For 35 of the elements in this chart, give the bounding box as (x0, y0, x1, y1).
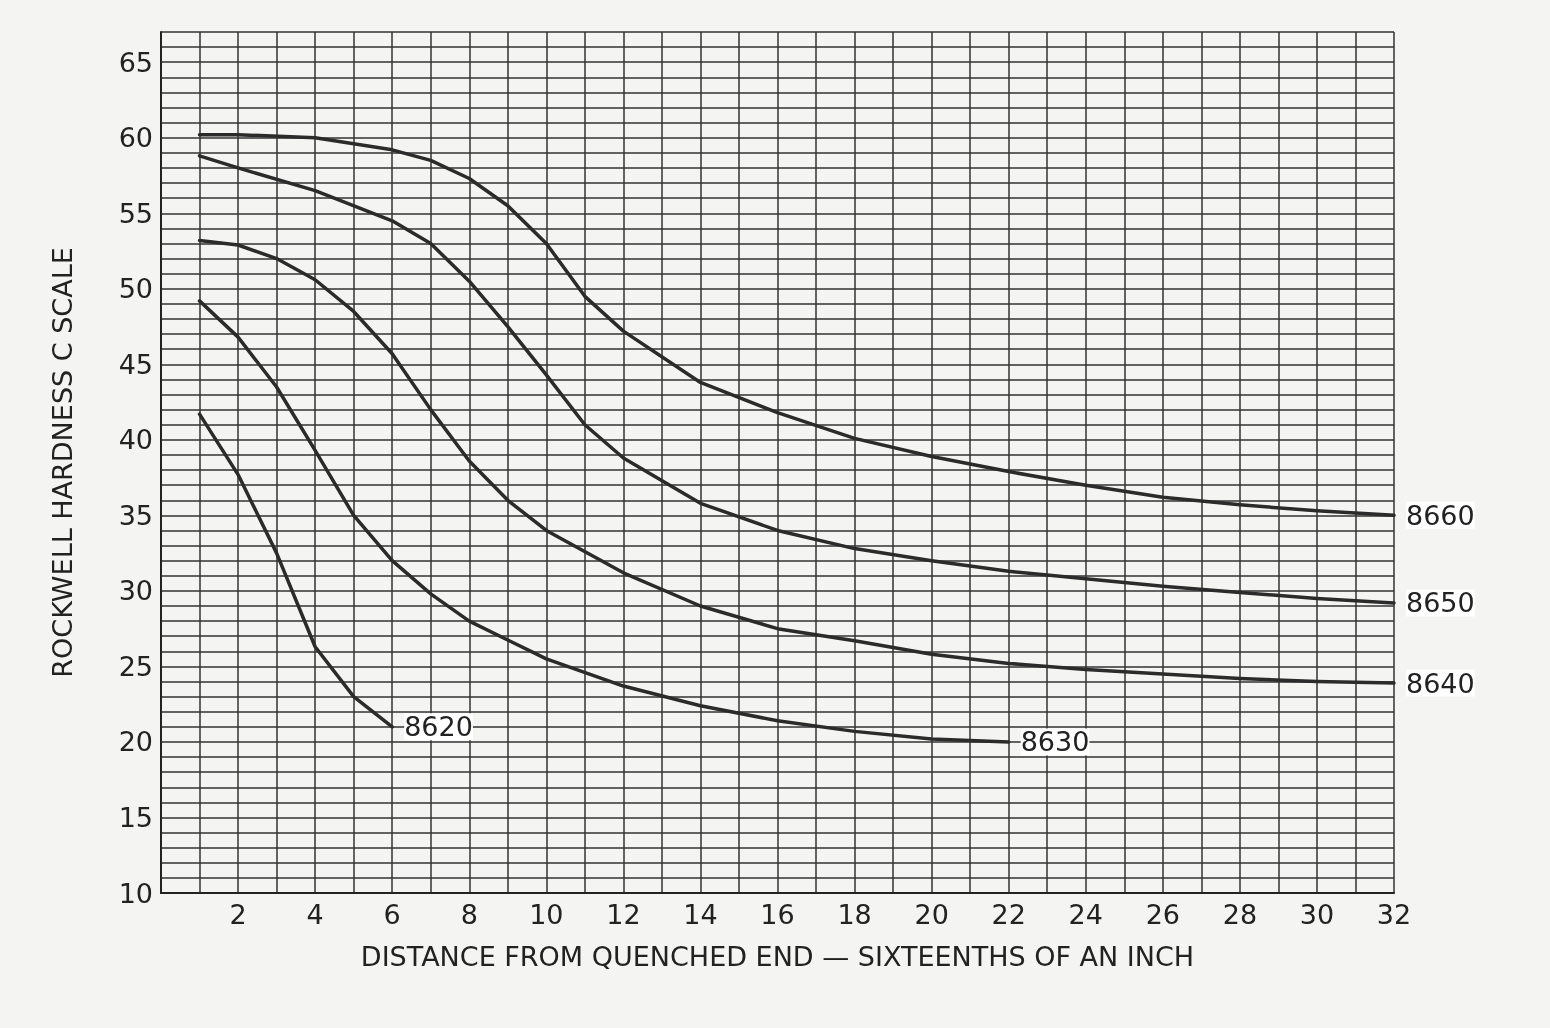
series-label: 8620 (404, 711, 473, 743)
x-tick-label: 32 (1376, 899, 1412, 930)
y-tick-label: 35 (118, 499, 153, 531)
y-tick-label: 30 (118, 575, 153, 607)
x-tick-label: 20 (914, 899, 949, 930)
y-tick-label: 15 (118, 801, 153, 833)
x-tick-label: 4 (306, 899, 324, 930)
series-label: 8640 (1406, 667, 1475, 699)
x-tick-label: 8 (460, 899, 478, 930)
y-axis-title: ROCKWELL HARDNESS C SCALE (47, 247, 78, 678)
y-tick-label: 45 (118, 348, 153, 380)
series-label: 8650 (1406, 587, 1475, 619)
series-label: 8630 (1020, 726, 1090, 758)
x-tick-label: 2 (229, 899, 247, 930)
x-tick-label: 10 (529, 899, 564, 930)
y-tick-label: 25 (118, 650, 153, 682)
y-tick-label: 20 (118, 726, 153, 758)
y-tick-label: 65 (118, 46, 153, 78)
x-tick-label: 18 (837, 899, 872, 930)
x-axis-title: DISTANCE FROM QUENCHED END — SIXTEENTHS OF AN INCH (360, 941, 1195, 972)
y-tick-label: 60 (118, 122, 153, 154)
y-tick-label: 10 (118, 877, 153, 909)
x-tick-label: 14 (683, 899, 718, 930)
y-tick-label: 50 (118, 273, 153, 305)
x-tick-label: 12 (606, 899, 641, 930)
x-tick-label: 28 (1222, 899, 1258, 930)
x-tick-label: 22 (991, 899, 1026, 930)
x-tick-label: 6 (383, 899, 401, 930)
x-tick-label: 26 (1145, 899, 1180, 930)
x-tick-label: 24 (1068, 899, 1103, 930)
x-tick-label: 30 (1299, 899, 1335, 930)
x-tick-label: 16 (760, 899, 795, 930)
y-tick-label: 55 (118, 197, 153, 229)
series-label: 8660 (1406, 499, 1475, 531)
y-tick-label: 40 (118, 424, 153, 456)
